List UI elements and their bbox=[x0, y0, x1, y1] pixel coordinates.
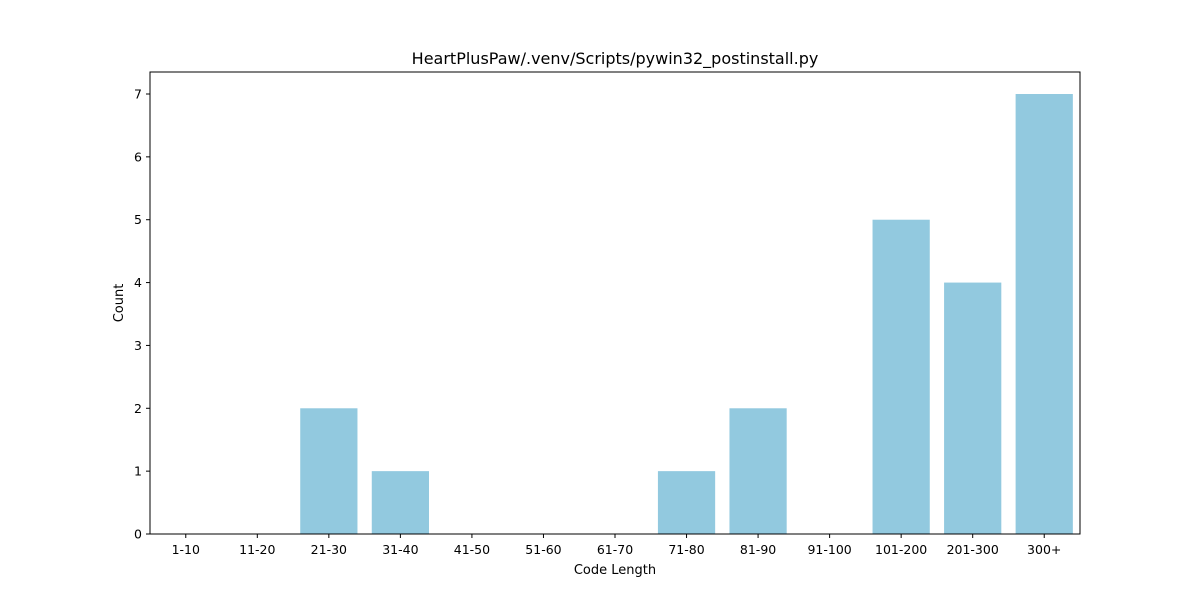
y-axis-label: Count bbox=[112, 284, 127, 323]
bar-101-200 bbox=[872, 219, 930, 534]
y-tick-label: 3 bbox=[134, 338, 142, 353]
y-tick-label: 4 bbox=[134, 275, 142, 290]
x-tick-label: 31-40 bbox=[382, 542, 418, 557]
y-tick-label: 1 bbox=[134, 464, 142, 479]
x-tick-label: 300+ bbox=[1027, 542, 1061, 557]
y-tick-label: 2 bbox=[134, 401, 142, 416]
bar-300+ bbox=[1015, 94, 1073, 534]
y-tick-label: 0 bbox=[134, 527, 142, 542]
bar-81-90 bbox=[729, 408, 787, 534]
x-tick-label: 51-60 bbox=[525, 542, 561, 557]
y-tick-label: 5 bbox=[134, 212, 142, 227]
y-axis-ticks: 0 1 2 3 4 5 6 7 bbox=[134, 87, 150, 542]
x-tick-label: 1-10 bbox=[172, 542, 200, 557]
y-tick-label: 7 bbox=[134, 87, 142, 102]
plot-frame bbox=[149, 71, 1081, 535]
x-tick-label: 71-80 bbox=[668, 542, 704, 557]
x-axis-label: Code Length bbox=[574, 563, 656, 578]
x-tick-label: 201-300 bbox=[947, 542, 999, 557]
x-tick-label: 11-20 bbox=[239, 542, 275, 557]
bar-21-30 bbox=[300, 408, 358, 534]
y-tick-label: 6 bbox=[134, 149, 142, 164]
bar-71-80 bbox=[657, 471, 716, 534]
x-tick-label: 61-70 bbox=[597, 542, 633, 557]
x-tick-label: 81-90 bbox=[740, 542, 776, 557]
chart-title: HeartPlusPaw/.venv/Scripts/pywin32_posti… bbox=[412, 49, 819, 69]
bar-201-300 bbox=[944, 282, 1002, 534]
x-tick-label: 101-200 bbox=[875, 542, 927, 557]
bar-31-40 bbox=[371, 471, 429, 534]
x-tick-label: 21-30 bbox=[311, 542, 347, 557]
x-tick-label: 91-100 bbox=[807, 542, 851, 557]
x-axis-ticks: 1-10 11-20 21-30 31-40 41-50 51-60 61-70 71-80 8… bbox=[172, 534, 1061, 557]
x-tick-label: 41-50 bbox=[454, 542, 490, 557]
bars-group bbox=[300, 94, 1073, 534]
